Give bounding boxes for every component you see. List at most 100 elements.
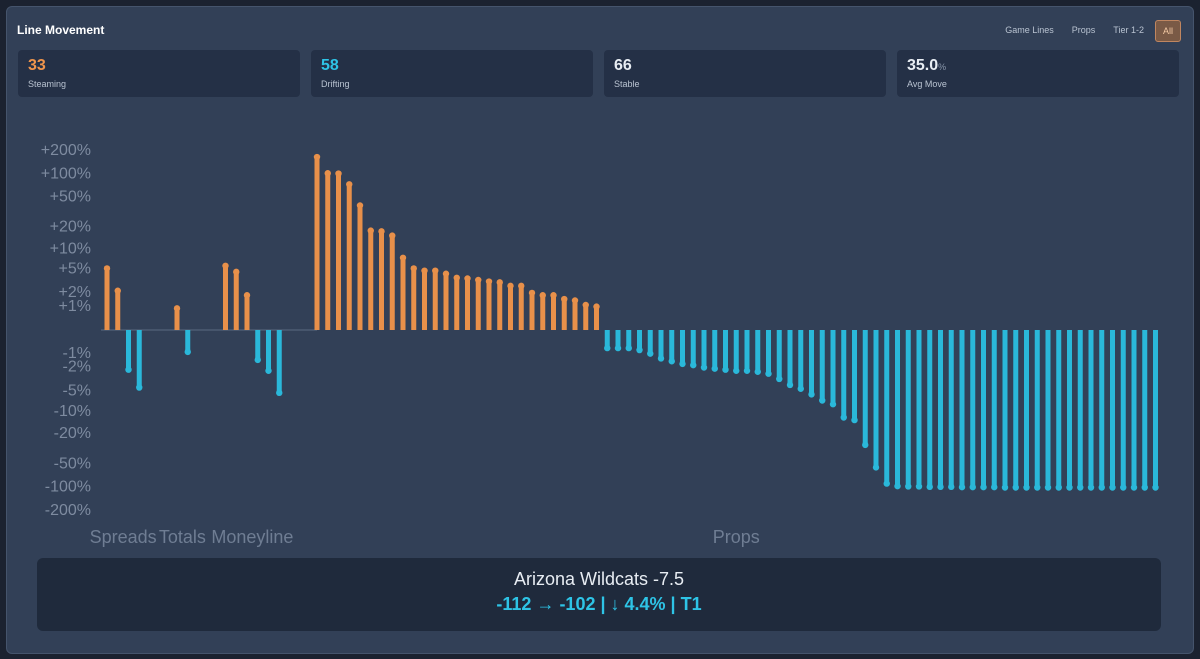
bar-tip: [722, 366, 729, 373]
bar-tip: [582, 301, 589, 309]
bar-tip: [475, 276, 482, 284]
bar-tip: [421, 267, 428, 274]
bar-tip: [442, 270, 450, 277]
bar-tip: [883, 480, 890, 487]
bar-tip: [1012, 484, 1019, 491]
bar-tip: [367, 227, 374, 234]
bar-tip: [103, 265, 111, 272]
bar-tip: [571, 297, 579, 304]
bar-tip: [969, 483, 976, 491]
bar-tip: [1109, 484, 1116, 491]
y-tick-label: +5%: [59, 261, 91, 278]
detail-title: Arizona Wildcats -7.5: [513, 569, 685, 589]
bar-tip: [733, 367, 740, 374]
detail-summary: -112 → -102 | ↓ 4.4% | T1: [496, 594, 702, 614]
bar-tip: [518, 282, 525, 290]
bar-tip: [991, 483, 998, 491]
bar-tip: [399, 254, 407, 261]
stat-value: 58: [321, 57, 339, 75]
bar-tip: [222, 262, 229, 269]
bar-tip: [243, 292, 251, 299]
bar-tip: [980, 483, 987, 491]
bar-tip: [1130, 484, 1138, 491]
y-tick-label: +10%: [50, 240, 91, 257]
bar-tip: [958, 483, 966, 491]
bar-tip: [754, 368, 761, 375]
bar-tip: [1098, 484, 1105, 491]
y-tick-label: -100%: [45, 479, 91, 496]
y-tick-label: +100%: [41, 165, 91, 182]
bar-tip: [636, 346, 643, 354]
y-tick-label: -1%: [63, 345, 91, 362]
filter-button[interactable]: Props: [1071, 25, 1096, 35]
bar-tip: [668, 358, 675, 365]
stat-card: 58 Drifting: [311, 50, 593, 97]
y-tick-label: +20%: [50, 218, 91, 235]
y-tick-label: -200%: [45, 502, 91, 519]
bar-tip: [872, 464, 880, 471]
stat-card: 66 Stable: [604, 50, 886, 97]
stat-value: 33: [28, 57, 46, 75]
y-tick-label: +2%: [59, 284, 91, 301]
bar-tip: [254, 356, 261, 364]
stat-card: 35.0% Avg Move: [897, 50, 1179, 97]
bar-tip: [389, 232, 396, 239]
stat-number: 35.0: [907, 57, 939, 74]
bar-tip: [657, 355, 665, 362]
filters: Game Lines Props Tier 1-2 All: [998, 20, 1181, 42]
bar-tip: [432, 267, 439, 274]
bar-tip: [948, 483, 955, 491]
bar-tip: [743, 367, 751, 374]
bar-tip: [1034, 484, 1041, 491]
y-tick-label: -10%: [54, 403, 91, 420]
bar-tip: [136, 384, 143, 391]
bar-tip: [690, 361, 697, 369]
bar-tip: [561, 295, 568, 303]
bar-tip: [114, 287, 121, 294]
stat-number: 33: [28, 57, 46, 74]
bar-tip: [1044, 484, 1052, 491]
stat-unit: %: [938, 62, 947, 72]
filter-button[interactable]: Tier 1-2: [1113, 25, 1144, 35]
bar-tip: [819, 397, 826, 404]
bar-tip: [539, 292, 546, 299]
bar-tip: [173, 305, 181, 312]
bar-tip: [1055, 484, 1062, 491]
stat-label: Drifting: [321, 79, 350, 89]
y-tick-label: -20%: [54, 425, 91, 442]
bar-tip: [700, 364, 708, 371]
filter-button[interactable]: All: [1154, 20, 1181, 42]
stat-label: Avg Move: [907, 79, 947, 89]
bar-tip: [776, 375, 783, 383]
y-tick-label: -5%: [63, 382, 91, 399]
group-label: Totals: [159, 527, 206, 547]
bar-tip: [679, 360, 686, 368]
bar-tip: [905, 483, 912, 490]
bar-tip: [894, 482, 901, 490]
bar-tip: [1152, 484, 1159, 491]
y-tick-label: -2%: [63, 359, 91, 376]
bar-tip: [313, 153, 321, 161]
bar-tip: [797, 385, 804, 392]
bar-tip: [1066, 484, 1073, 491]
bar-tip: [614, 344, 622, 352]
bar-tip: [550, 292, 557, 299]
bar-tip: [840, 414, 847, 421]
bar-tip: [915, 483, 923, 490]
bar-tip: [265, 367, 272, 374]
bar-tip: [1077, 484, 1084, 491]
bar-tip: [356, 202, 364, 209]
group-label: Moneyline: [211, 527, 293, 547]
panel: Line Movement Game Lines Props Tier 1-2 All…: [6, 6, 1194, 654]
bar-tip: [485, 278, 493, 285]
bar-tip: [184, 348, 191, 356]
bar-tip: [324, 170, 331, 177]
bar-tip: [926, 483, 933, 491]
bar-tip: [1023, 484, 1030, 491]
group-label: Spreads: [90, 527, 157, 547]
filter-button[interactable]: Game Lines: [1005, 25, 1054, 35]
panel-title: Line Movement: [17, 23, 105, 37]
bar-tip: [862, 441, 869, 449]
y-tick-label: -50%: [54, 455, 91, 472]
